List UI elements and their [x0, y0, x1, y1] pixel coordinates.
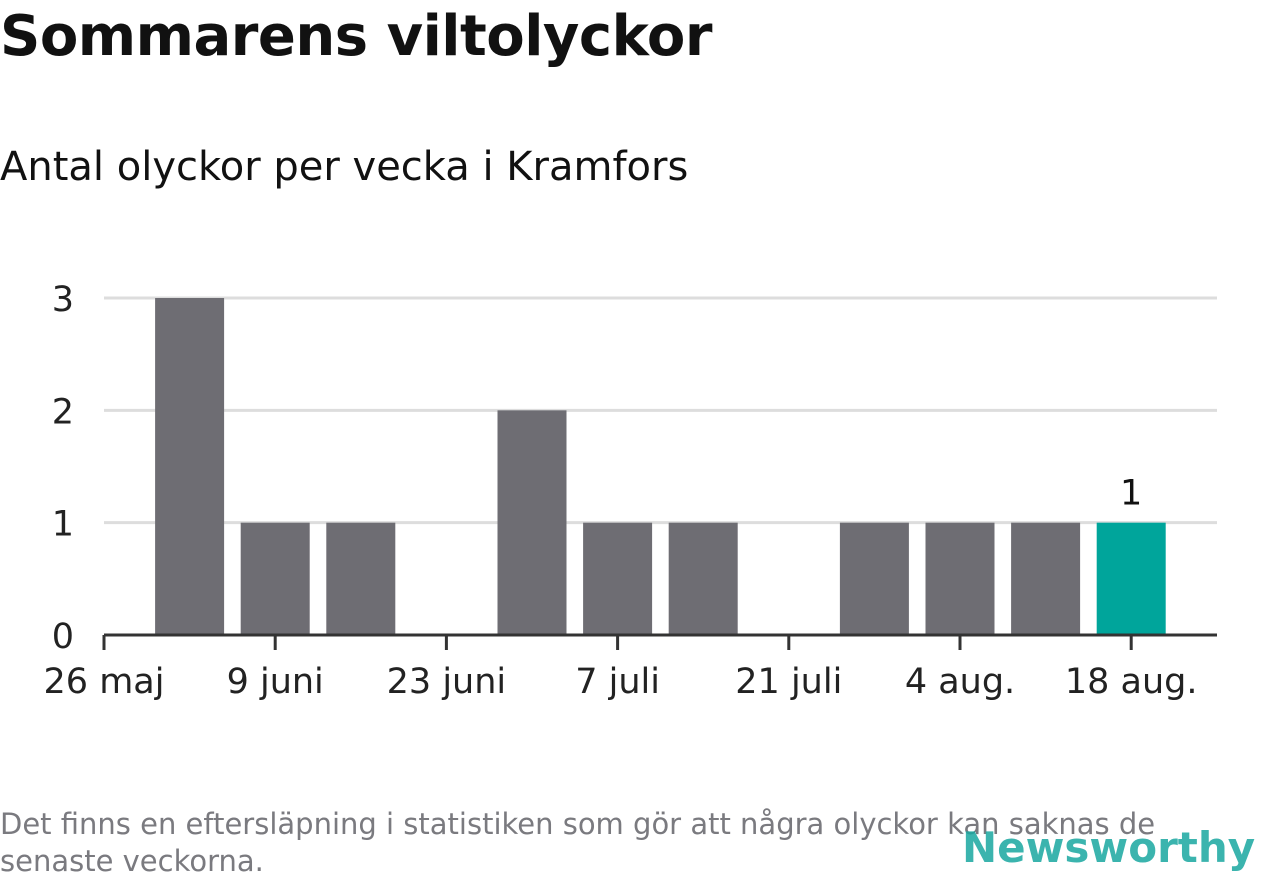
- bar: [1011, 522, 1081, 635]
- y-tick-label: 3: [52, 280, 74, 320]
- brand-name: Newsworthy: [962, 822, 1256, 872]
- x-tick-label: 7 juli: [575, 662, 660, 702]
- x-tick-label: 21 juli: [735, 662, 842, 702]
- footnote: Det finns en eftersläpning i statistiken…: [0, 807, 1156, 878]
- x-tick-label: 4 aug.: [905, 662, 1015, 702]
- chart-title: Sommarens viltolyckor: [0, 4, 712, 69]
- bar: [497, 410, 567, 635]
- x-tick-label: 18 aug.: [1065, 662, 1198, 702]
- bar: [155, 298, 225, 635]
- chart-subtitle: Antal olyckor per vecka i Kramfors: [0, 144, 689, 190]
- brand-logo: Newsworthy: [950, 818, 1255, 876]
- bar-highlight: [1096, 522, 1166, 635]
- y-axis-ticks: 0 1 2 3: [52, 280, 74, 657]
- y-tick-label: 2: [52, 392, 74, 432]
- bar-value-label: 1: [1120, 474, 1142, 514]
- bar: [240, 522, 310, 635]
- y-tick-label: 1: [52, 505, 74, 545]
- bar: [925, 522, 995, 635]
- bar: [326, 522, 396, 635]
- bar: [839, 522, 909, 635]
- gridlines: [104, 296, 1217, 525]
- x-tick-label: 9 juni: [227, 662, 324, 702]
- data-labels: 1: [1120, 474, 1142, 514]
- x-tick-label: 23 juni: [387, 662, 506, 702]
- x-tick-label: 26 maj: [44, 662, 165, 702]
- bar: [583, 522, 653, 635]
- bar: [668, 522, 738, 635]
- bar-chart: 0 1 2 3 26 maj 9 juni 23 juni 7 juli 21 juli 4 a…: [44, 280, 1217, 702]
- y-tick-label: 0: [52, 617, 74, 657]
- bars: [155, 298, 1166, 635]
- x-axis: 26 maj 9 juni 23 juni 7 juli 21 juli 4 aug. 18…: [44, 633, 1217, 702]
